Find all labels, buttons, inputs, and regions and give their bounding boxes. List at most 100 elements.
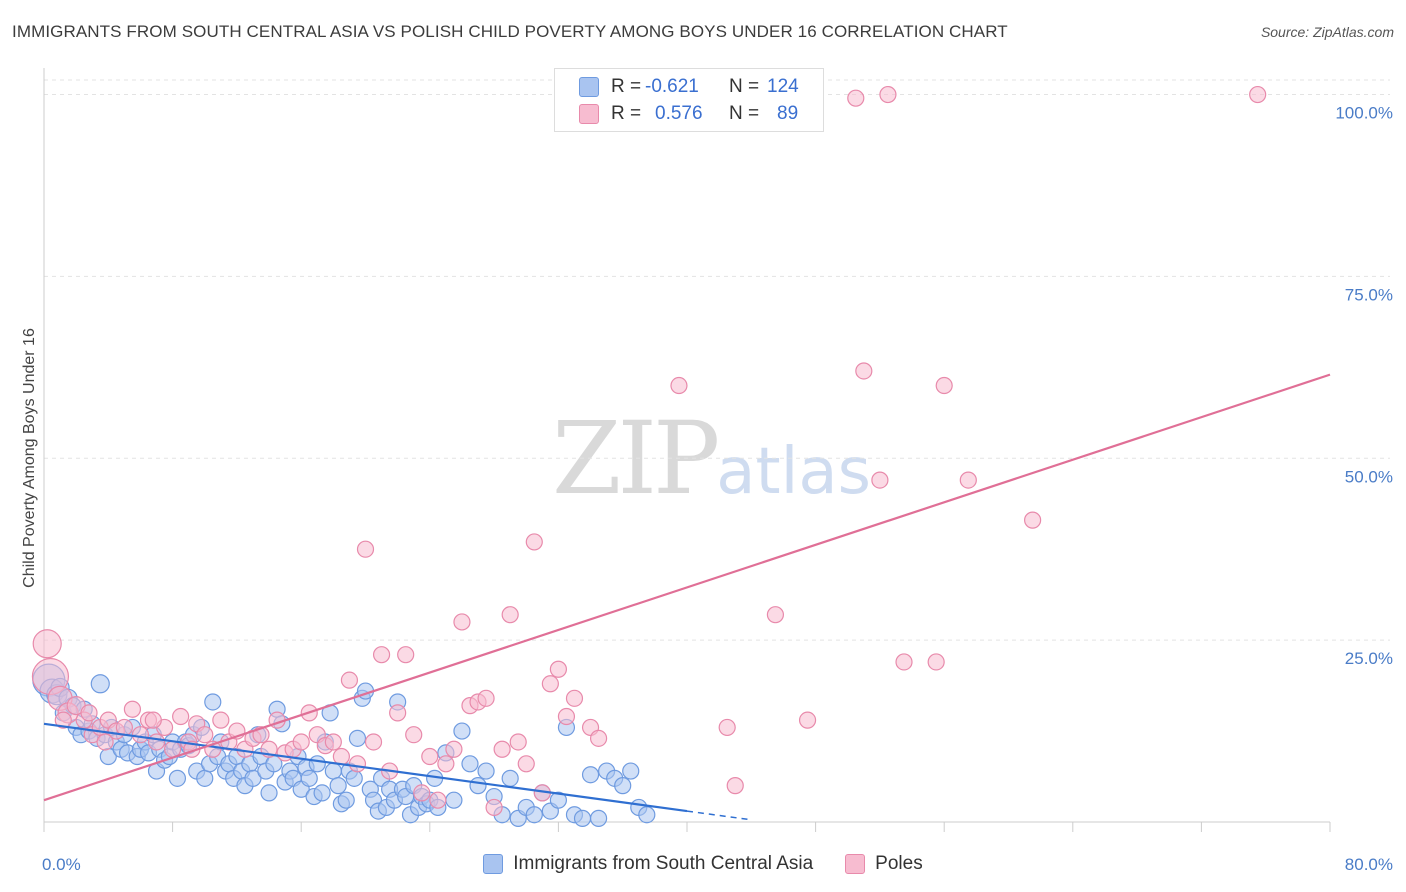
- point-immigrants: [477, 762, 495, 780]
- tick-labels: 25.0% 50.0% 75.0% 100.0% 0.0% 80.0%: [42, 104, 1393, 874]
- point-poles: [147, 733, 166, 751]
- n-label: N =: [729, 103, 760, 124]
- point-immigrants: [453, 722, 471, 740]
- point-poles: [501, 606, 519, 624]
- point-poles: [565, 689, 584, 707]
- series-legend: Immigrants from South Central Asia Poles: [0, 852, 1406, 876]
- trend-lines: [43, 373, 1331, 821]
- point-immigrants: [445, 791, 463, 809]
- point-poles: [927, 653, 945, 671]
- legend-label-poles: Poles: [875, 853, 923, 874]
- grid: [44, 79, 1390, 641]
- point-poles: [855, 362, 873, 380]
- chart-title: IMMIGRANTS FROM SOUTH CENTRAL ASIA VS PO…: [12, 22, 1008, 41]
- point-immigrants: [549, 791, 568, 809]
- point-poles: [895, 653, 913, 671]
- point-immigrants: [313, 784, 331, 802]
- point-poles: [144, 711, 162, 729]
- point-immigrants: [324, 762, 342, 780]
- point-poles: [212, 711, 230, 729]
- point-poles: [292, 733, 310, 751]
- y-axis-label: Child Poverty Among Boys Under 16: [21, 328, 38, 588]
- point-immigrants: [345, 769, 363, 787]
- n-label: N =: [729, 76, 760, 97]
- point-poles: [847, 89, 865, 107]
- n-value: 124: [767, 76, 799, 97]
- point-poles: [372, 646, 391, 664]
- point-poles: [718, 718, 736, 737]
- point-poles: [348, 755, 367, 773]
- point-poles: [389, 704, 407, 722]
- point-immigrants: [196, 769, 214, 787]
- r-label: R =: [611, 76, 642, 97]
- point-immigrants: [168, 769, 187, 787]
- point-poles: [541, 675, 559, 693]
- watermark-atlas: atlas: [716, 435, 871, 509]
- point-poles: [196, 726, 214, 744]
- point-poles: [453, 613, 471, 631]
- point-poles: [340, 671, 359, 689]
- r-label: R =: [611, 103, 642, 124]
- point-poles: [332, 747, 350, 766]
- point-immigrants: [244, 769, 262, 787]
- point-poles: [589, 729, 608, 747]
- point-immigrants: [573, 809, 592, 827]
- point-poles: [557, 707, 576, 726]
- point-immigrants: [337, 791, 355, 809]
- point-poles: [32, 629, 62, 659]
- y-tick-label: 50.0%: [1345, 467, 1393, 486]
- legend-swatch-poles: [579, 104, 599, 124]
- point-poles: [96, 733, 114, 751]
- point-poles: [364, 733, 383, 751]
- point-immigrants: [329, 777, 347, 795]
- point-immigrants: [622, 762, 640, 780]
- point-poles: [493, 740, 511, 758]
- point-poles: [517, 755, 535, 773]
- point-poles: [1024, 511, 1042, 529]
- point-immigrants: [461, 755, 479, 773]
- trend-line-immigrants: [43, 722, 688, 813]
- correlation-legend: R = -0.621 N = 124 R = 0.576 N = 89: [554, 68, 824, 132]
- point-immigrants: [260, 784, 278, 802]
- legend-row-poles: R = 0.576 N = 89: [579, 101, 817, 127]
- point-poles: [485, 798, 503, 817]
- point-immigrants: [614, 777, 632, 795]
- point-poles: [437, 755, 455, 773]
- point-immigrants: [501, 769, 519, 787]
- legend-row-immigrants: R = -0.621 N = 124: [579, 74, 807, 100]
- r-value: -0.621: [645, 76, 699, 97]
- point-immigrants: [308, 755, 326, 773]
- x-tick-label: 0.0%: [42, 855, 81, 874]
- point-immigrants: [581, 766, 600, 784]
- point-poles: [172, 707, 190, 726]
- point-poles: [123, 700, 142, 718]
- legend-swatch-immigrants: [483, 854, 504, 874]
- point-poles: [413, 784, 431, 802]
- legend-swatch-immigrants: [579, 77, 599, 97]
- y-tick-label: 25.0%: [1345, 649, 1393, 668]
- point-immigrants: [204, 693, 222, 711]
- point-poles: [477, 689, 495, 707]
- point-immigrants: [638, 806, 656, 824]
- point-poles: [405, 726, 423, 744]
- point-poles: [670, 376, 688, 395]
- legend-swatch-poles: [845, 854, 866, 874]
- point-immigrants: [300, 769, 318, 787]
- point-poles: [726, 777, 744, 795]
- point-poles: [421, 747, 439, 766]
- point-poles: [397, 646, 415, 664]
- point-poles: [871, 471, 889, 489]
- point-poles: [525, 533, 543, 551]
- point-poles: [766, 606, 785, 624]
- source-credit: Source: ZipAtlas.com: [1260, 24, 1394, 40]
- point-immigrants: [589, 809, 608, 827]
- data-points: [31, 85, 1267, 827]
- point-poles: [80, 704, 98, 722]
- axes: [43, 68, 1331, 832]
- legend-item-poles[interactable]: Poles: [845, 853, 923, 875]
- point-poles: [509, 733, 527, 751]
- legend-item-immigrants[interactable]: Immigrants from South Central Asia: [483, 853, 813, 875]
- point-poles: [131, 726, 150, 744]
- point-poles: [879, 85, 897, 104]
